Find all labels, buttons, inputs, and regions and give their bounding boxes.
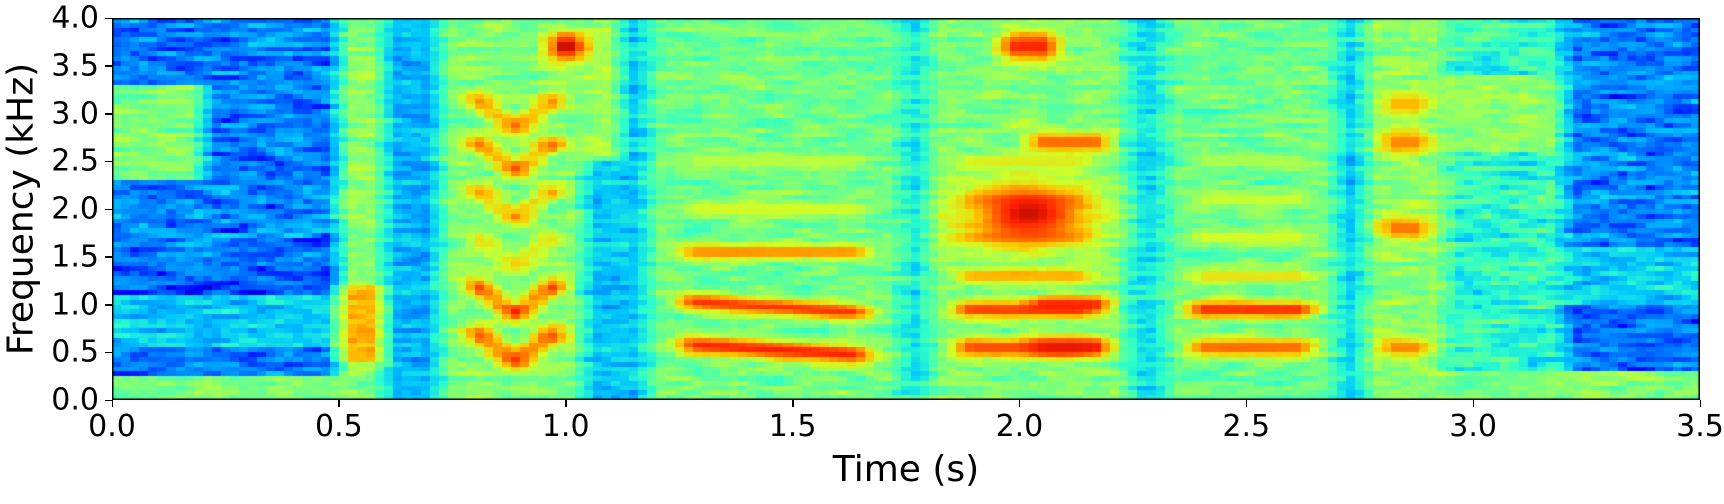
y-tick-mark [105,209,112,211]
y-tick-mark [105,400,112,402]
x-tick-label: 3.0 [1449,409,1497,444]
x-tick-label: 2.5 [1222,409,1270,444]
y-tick-label: 0.5 [51,335,99,370]
y-tick-label: 3.0 [51,96,99,131]
x-tick-mark [1700,400,1702,407]
x-tick-mark [1246,400,1248,407]
x-axis-label: Time (s) [833,449,979,490]
x-tick-label: 2.0 [996,409,1044,444]
y-tick-mark [105,304,112,306]
spectrogram-heatmap [112,18,1700,400]
x-tick-mark [1019,400,1021,407]
y-tick-label: 3.5 [51,48,99,83]
y-tick-mark [105,161,112,163]
y-tick-label: 1.0 [51,287,99,322]
x-tick-mark [112,400,114,407]
y-tick-mark [105,65,112,67]
figure-container: 0.00.51.01.52.02.53.03.50.00.51.01.52.02… [0,0,1724,504]
y-tick-label: 2.0 [51,192,99,227]
y-tick-mark [105,352,112,354]
y-tick-label: 4.0 [51,1,99,36]
x-tick-label: 1.5 [769,409,817,444]
x-tick-label: 3.5 [1676,409,1724,444]
x-tick-mark [338,400,340,407]
y-tick-label: 2.5 [51,144,99,179]
y-tick-label: 1.5 [51,239,99,274]
y-tick-mark [105,256,112,258]
y-tick-label: 0.0 [51,383,99,418]
x-tick-mark [1473,400,1475,407]
x-tick-label: 1.0 [542,409,590,444]
y-axis-label: Frequency (kHz) [1,63,42,355]
x-tick-mark [792,400,794,407]
y-tick-mark [105,113,112,115]
x-tick-label: 0.5 [315,409,363,444]
x-tick-mark [565,400,567,407]
y-tick-mark [105,18,112,20]
